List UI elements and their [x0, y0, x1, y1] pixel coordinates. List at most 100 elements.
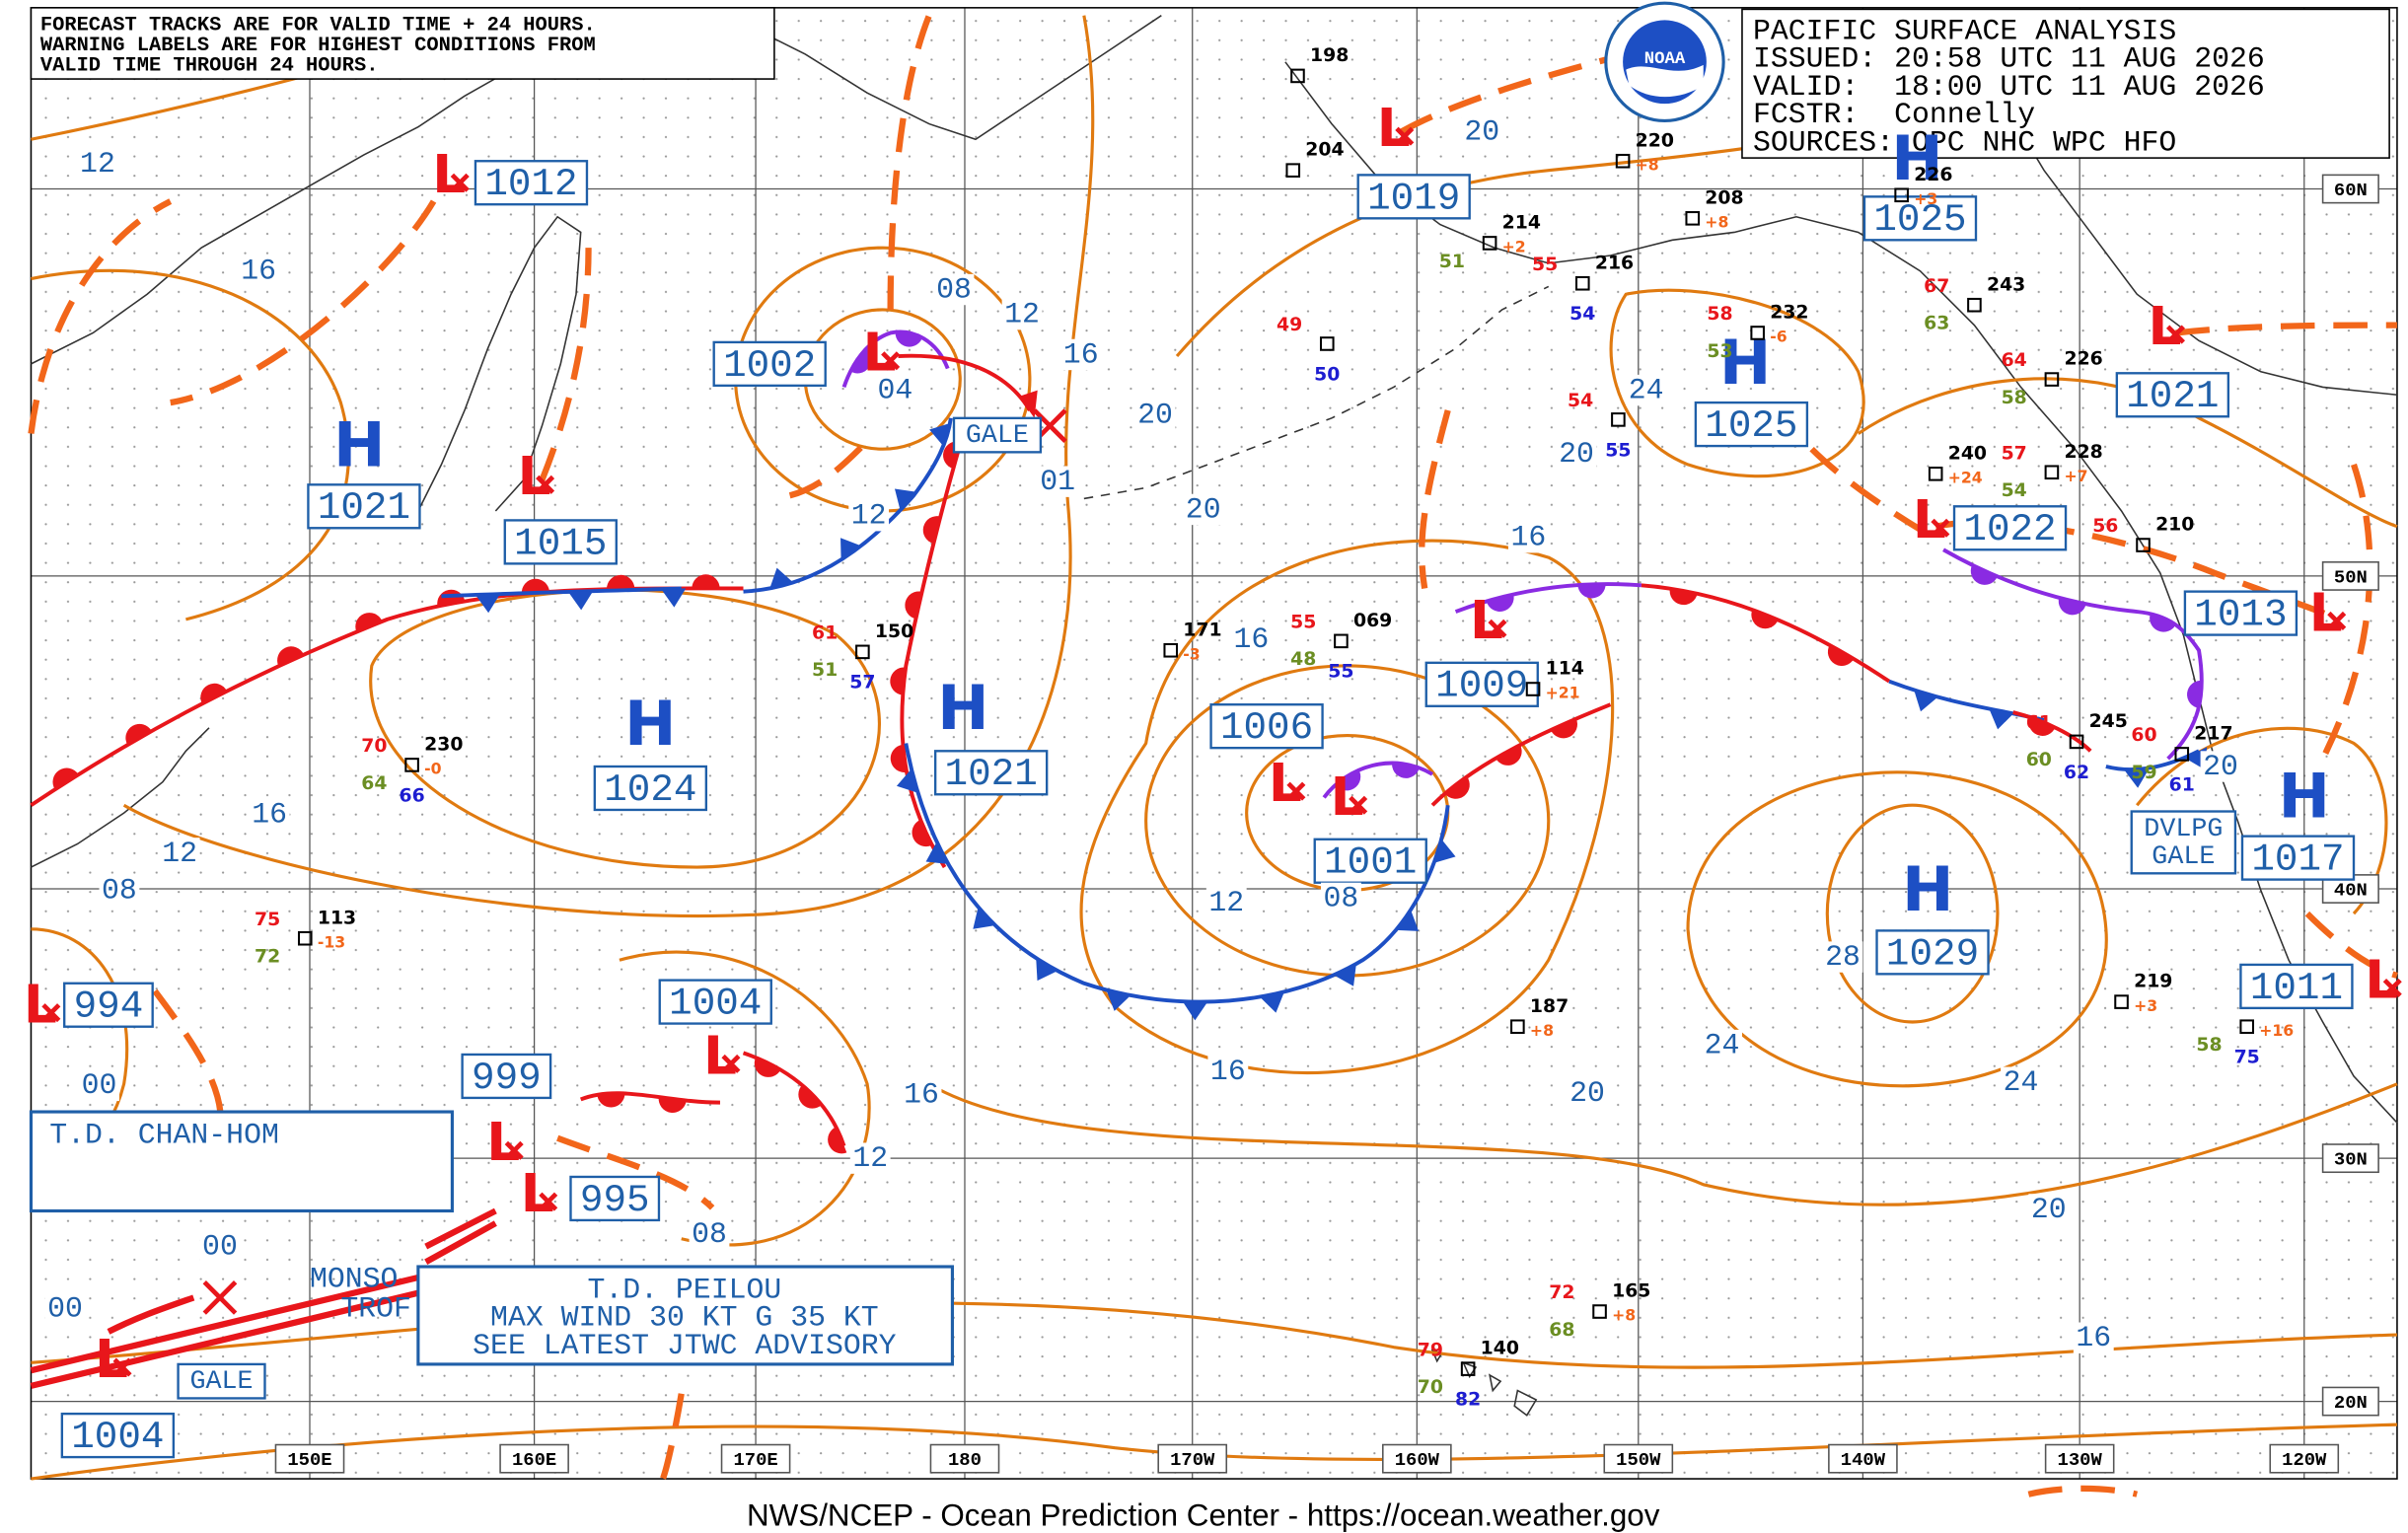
station-marker	[1285, 163, 1301, 178]
pressure-label-box	[2115, 372, 2230, 418]
labels: 150E 160E 170E 180 170W 160W 150W 140W 130W 120W 6…	[24, 45, 2402, 1474]
longitude-label-box	[1603, 1443, 1674, 1474]
station-dewpoint: 68	[1549, 1320, 1574, 1341]
warm-front-symbol	[1392, 762, 1421, 778]
low-center-mark	[504, 1140, 524, 1160]
isobar-label: 16	[1063, 337, 1099, 371]
isobar-label-bg	[874, 374, 915, 406]
isobar-label-bg	[1001, 298, 1043, 330]
isobar-label-bg	[79, 1069, 119, 1102]
low-center-mark	[450, 173, 470, 192]
station-sst: 55	[1328, 662, 1353, 683]
cold-front	[2105, 749, 2200, 771]
longitude-label-box	[1382, 1443, 1452, 1474]
station-marker	[1592, 1304, 1607, 1319]
title-block-line: VALID: 18:00 UTC 11 AUG 2026	[1753, 70, 2265, 104]
trough	[1400, 36, 1689, 135]
central-pressure: 999	[472, 1056, 542, 1100]
isobar-label-bg	[2200, 751, 2241, 782]
isobar	[928, 1082, 2398, 1206]
logo-gull	[1626, 64, 1704, 98]
trough	[539, 248, 592, 481]
isobar-label: 20	[1137, 399, 1173, 432]
isobar-label: 01	[1040, 465, 1075, 498]
central-pressure: 1025	[1705, 403, 1797, 448]
isobar-label-bg	[848, 500, 890, 532]
central-pressure: 1022	[1963, 507, 2056, 551]
station-marker	[1611, 412, 1626, 427]
trough	[788, 439, 870, 499]
isobar-label-bg	[1626, 374, 1667, 406]
isobar-label: 04	[877, 373, 912, 406]
storm-box-line: T.D. PEILOU	[587, 1273, 781, 1306]
central-pressure: 1011	[2250, 966, 2343, 1010]
central-pressure: 1021	[2126, 374, 2219, 418]
isobar-label: 20	[2031, 1193, 2067, 1226]
longitude-label-box	[720, 1443, 791, 1474]
station-marker	[2069, 734, 2084, 750]
title-block-line: SOURCES: OPC NHC WPC HFO	[1753, 125, 2176, 159]
low-center: L	[2365, 948, 2398, 1010]
warning-label-box	[2130, 810, 2237, 875]
station-dewpoint: 58	[2196, 1035, 2222, 1056]
isobar-label-bg	[1556, 438, 1597, 470]
cold-front-symbol	[1989, 708, 2014, 730]
warm-front-symbol	[607, 574, 635, 590]
station-dewpoint: 64	[361, 773, 387, 794]
low-center: L	[1377, 97, 1411, 159]
station-tendency: +21	[1546, 684, 1580, 702]
station-tendency: +16	[2259, 1021, 2294, 1040]
station-sst: 75	[2234, 1048, 2260, 1068]
track-arrow	[1018, 390, 1038, 418]
station-dewpoint: 72	[255, 947, 280, 968]
station-marker	[1525, 682, 1541, 696]
isobar-label-bg	[1037, 466, 1078, 497]
warm-front-symbol	[658, 1097, 687, 1113]
pressure-label-box	[1694, 401, 1809, 448]
warm-front-symbol	[277, 646, 305, 667]
central-pressure: 1029	[1886, 931, 1979, 976]
latitude-label-box	[2321, 1143, 2379, 1174]
station-pressure: 232	[1770, 303, 1808, 324]
station-pressure: 114	[1546, 659, 1584, 680]
station-marker	[404, 758, 419, 772]
central-pressure: 1019	[1367, 176, 1460, 220]
central-pressure: 1009	[1435, 664, 1528, 708]
cold-front	[904, 743, 1450, 1004]
central-pressure: 1015	[514, 521, 607, 565]
low-center: L	[95, 1328, 128, 1390]
isobar-label-bg	[933, 273, 975, 306]
isobar-label: 00	[47, 1291, 83, 1325]
station-temp: 61	[2026, 713, 2052, 734]
warning-label: GALE	[190, 1367, 254, 1397]
header-note-line: WARNING LABELS ARE FOR HIGHEST CONDITION…	[40, 35, 596, 57]
station-pressure: 245	[2089, 711, 2128, 732]
latitude-label-box	[2321, 561, 2379, 591]
low-center-mark	[1488, 619, 1507, 638]
cold-front-symbol	[1036, 958, 1058, 982]
station-temp: 67	[1924, 276, 1949, 297]
isobar-label: 12	[852, 1141, 888, 1175]
station-marker	[2044, 465, 2060, 480]
central-pressure: 1012	[484, 162, 577, 206]
longitude-label: 170W	[1170, 1449, 1215, 1471]
pressure-label-box	[1209, 703, 1324, 750]
low-center-mark	[1286, 781, 1306, 801]
station-marker	[2114, 994, 2129, 1009]
isobar-label: 16	[252, 798, 287, 832]
low-center-mark	[1931, 518, 1950, 538]
noaa-logo: NOAA	[1604, 1, 1725, 123]
station-tendency: +8	[1636, 155, 1659, 174]
storm-box	[29, 1110, 454, 1213]
cold-front-symbol	[661, 588, 687, 608]
pressure-label-box	[307, 483, 421, 530]
longitude-label-box	[2269, 1443, 2340, 1474]
cold-front-symbol	[929, 422, 951, 447]
header-note-line: VALID TIME THROUGH 24 HOURS.	[40, 54, 379, 77]
storm-box	[416, 1265, 954, 1366]
trough	[659, 1393, 685, 1481]
pressure-label-box	[569, 1175, 661, 1222]
latitude-label: 20N	[2334, 1392, 2368, 1414]
